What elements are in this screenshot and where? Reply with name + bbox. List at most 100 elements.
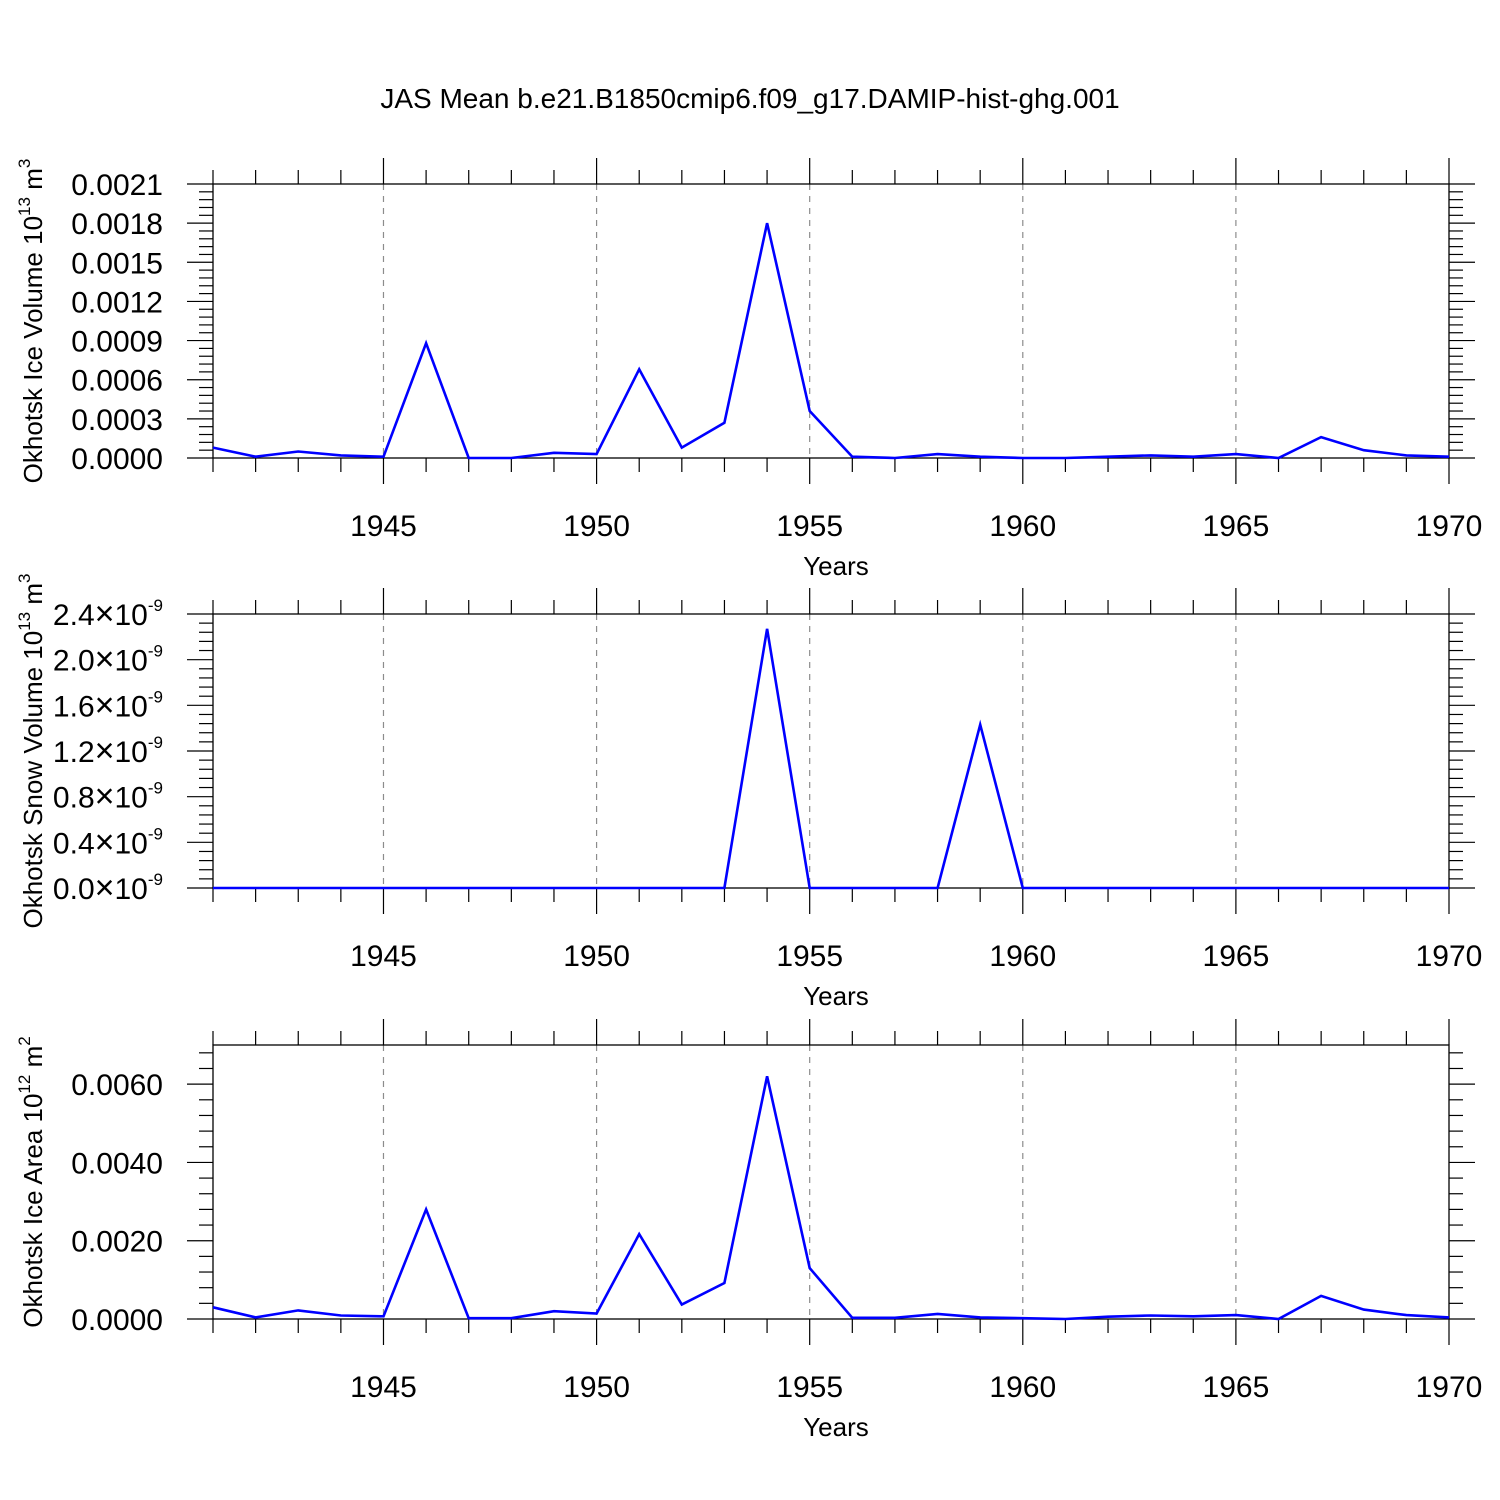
data-point xyxy=(724,422,725,423)
x-tick-label: 1950 xyxy=(563,940,630,973)
x-axis-label: Years xyxy=(803,1412,869,1442)
data-point xyxy=(1321,437,1322,438)
data-point xyxy=(1363,450,1364,451)
data-point xyxy=(852,888,853,889)
data-point xyxy=(809,888,810,889)
data-point xyxy=(894,888,895,889)
data-point xyxy=(767,628,768,629)
y-tick-label: 0.4×10-9 xyxy=(53,823,163,861)
panel-3: 1945 1950 1955 1960 1965 1970 Years 0.0000 0.002… xyxy=(15,1019,1482,1442)
y-tick-label: 0.0×10-9 xyxy=(53,869,163,907)
y-tick-label: 0.0000 xyxy=(71,443,163,476)
y-tick-label: 1.2×10-9 xyxy=(53,732,163,770)
x-tick-label: 1965 xyxy=(1203,1371,1270,1404)
y-tick-label: 0.0006 xyxy=(71,365,163,398)
data-point xyxy=(596,454,597,455)
data-point xyxy=(1022,458,1023,459)
data-point xyxy=(894,458,895,459)
data-point xyxy=(1406,455,1407,456)
data-point xyxy=(937,888,938,889)
data-point xyxy=(1235,1315,1236,1316)
data-point xyxy=(1108,888,1109,889)
y-tick-label: 0.0060 xyxy=(71,1069,163,1102)
data-point xyxy=(809,411,810,412)
y-tick-label: 0.0012 xyxy=(71,286,163,319)
data-point xyxy=(980,1317,981,1318)
data-point xyxy=(1150,888,1151,889)
data-point xyxy=(1278,458,1279,459)
y-tick-label: 0.0040 xyxy=(71,1147,163,1180)
y-tick-label: 0.0003 xyxy=(71,404,163,437)
data-point xyxy=(980,456,981,457)
data-point xyxy=(213,447,214,448)
data-point xyxy=(468,888,469,889)
data-point xyxy=(639,1234,640,1235)
data-point xyxy=(255,456,256,457)
data-point xyxy=(1193,888,1194,889)
panel-1: 1945 1950 1955 1960 1965 1970 Years 0.0000 0.000… xyxy=(15,158,1482,581)
data-point xyxy=(426,1209,427,1210)
data-point xyxy=(1449,456,1450,457)
data-point xyxy=(511,458,512,459)
y-tick-label: 0.0015 xyxy=(71,247,163,280)
data-point xyxy=(1065,888,1066,889)
data-point xyxy=(724,888,725,889)
y-tick-label: 0.0000 xyxy=(71,1304,163,1337)
data-point xyxy=(1449,1317,1450,1318)
y-axis-label: Okhotsk Ice Volume 1013 m3 xyxy=(15,159,48,484)
data-point xyxy=(639,888,640,889)
panel-2: 1945 1950 1955 1960 1965 1970 Years 0.0×10-9 0.4… xyxy=(15,574,1482,1012)
data-point xyxy=(1235,454,1236,455)
y-tick-label: 0.0018 xyxy=(71,208,163,241)
series-line xyxy=(213,628,1449,890)
data-point xyxy=(1065,458,1066,459)
data-point xyxy=(383,1316,384,1317)
data-point xyxy=(511,1318,512,1319)
data-point xyxy=(809,1268,810,1269)
data-point xyxy=(553,1311,554,1312)
data-point xyxy=(1193,456,1194,457)
x-tick-label: 1960 xyxy=(989,1371,1056,1404)
data-point xyxy=(894,1317,895,1318)
x-tick-label: 1965 xyxy=(1203,940,1270,973)
x-tick-label: 1970 xyxy=(1416,510,1483,543)
data-point xyxy=(1022,888,1023,889)
y-tick-label: 0.0020 xyxy=(71,1226,163,1259)
data-point xyxy=(340,455,341,456)
data-point xyxy=(1108,456,1109,457)
data-point xyxy=(1321,1295,1322,1296)
x-tick-label: 1950 xyxy=(563,1371,630,1404)
data-point xyxy=(298,888,299,889)
x-tick-label: 1955 xyxy=(776,1371,843,1404)
y-tick-label: 0.0021 xyxy=(71,169,163,202)
x-axis-label: Years xyxy=(803,981,869,1011)
x-tick-label: 1950 xyxy=(563,510,630,543)
data-point xyxy=(213,888,214,889)
data-point xyxy=(1363,888,1364,889)
data-point xyxy=(681,447,682,448)
data-point xyxy=(213,1307,214,1308)
series-line xyxy=(212,1076,1450,1321)
data-point xyxy=(383,456,384,457)
data-point xyxy=(340,888,341,889)
y-tick-label: 2.4×10-9 xyxy=(53,595,163,633)
data-point xyxy=(937,454,938,455)
data-point xyxy=(1321,888,1322,889)
data-point xyxy=(468,458,469,459)
x-tick-label: 1970 xyxy=(1416,1371,1483,1404)
data-point xyxy=(1022,1318,1023,1319)
plot-frame xyxy=(212,613,1450,889)
data-point xyxy=(767,223,768,224)
data-point xyxy=(1406,888,1407,889)
data-point xyxy=(553,452,554,453)
y-tick-label: 0.8×10-9 xyxy=(53,778,163,816)
plot-frame xyxy=(212,183,1450,459)
data-point xyxy=(553,888,554,889)
x-axis-label: Years xyxy=(803,551,869,581)
x-tick-label: 1965 xyxy=(1203,510,1270,543)
data-point xyxy=(1406,1315,1407,1316)
data-point xyxy=(468,1318,469,1319)
data-point xyxy=(1065,1319,1066,1320)
